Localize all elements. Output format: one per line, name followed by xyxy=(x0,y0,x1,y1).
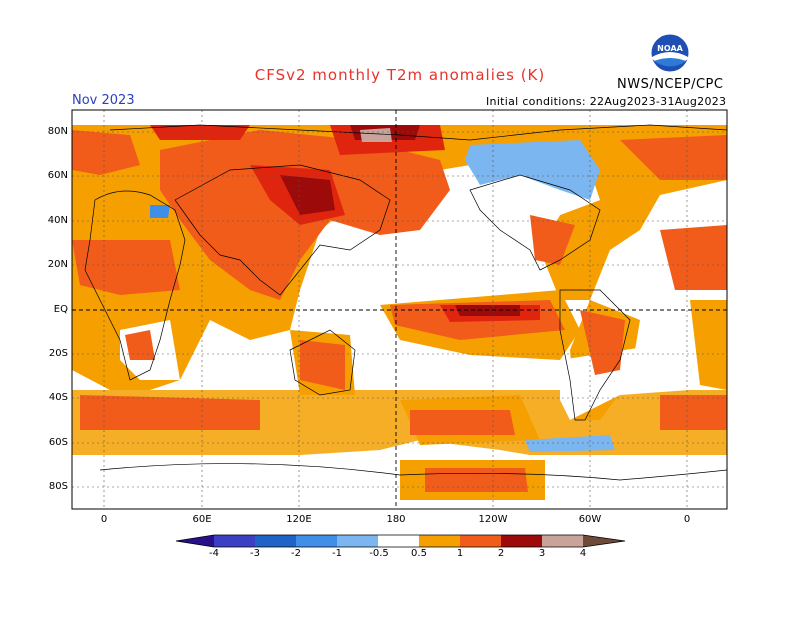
lon-label-0-east: 0 xyxy=(683,514,691,525)
colorbar-label: -1 xyxy=(332,548,342,559)
lat-label-60s: 60S xyxy=(48,437,68,448)
colorbar-label: 1 xyxy=(456,548,464,559)
noaa-logo: NOAA xyxy=(650,33,690,73)
colorbar-bin xyxy=(460,535,501,547)
colorbar-label: -4 xyxy=(209,548,219,559)
colorbar-label: -0.5 xyxy=(369,548,389,559)
colorbar-label: -3 xyxy=(250,548,260,559)
lat-label-80n: 80N xyxy=(47,126,68,137)
lat-label-60n: 60N xyxy=(47,170,68,181)
lon-label-0: 0 xyxy=(100,514,108,525)
map-frame xyxy=(71,109,728,510)
colorbar-label: 3 xyxy=(538,548,546,559)
lon-label-60e: 60E xyxy=(192,514,212,525)
colorbar-gt-4 xyxy=(583,535,625,547)
colorbar xyxy=(175,534,626,548)
grid-lines xyxy=(72,110,727,509)
colorbar-label: 4 xyxy=(579,548,587,559)
lat-label-20s: 20S xyxy=(48,348,68,359)
logo-text: NOAA xyxy=(657,44,683,53)
colorbar-bin xyxy=(378,535,419,547)
lat-label-40s: 40S xyxy=(48,392,68,403)
equator-dateline xyxy=(72,110,727,509)
colorbar-bin xyxy=(337,535,378,547)
colorbar-label: 0.5 xyxy=(411,548,427,559)
lat-label-eq: EQ xyxy=(53,304,68,315)
lat-label-80s: 80S xyxy=(48,481,68,492)
colorbar-label: 2 xyxy=(497,548,505,559)
lon-label-120e: 120E xyxy=(286,514,312,525)
lon-label-120w: 120W xyxy=(478,514,508,525)
lon-label-60w: 60W xyxy=(578,514,602,525)
colorbar-lt-4 xyxy=(176,535,214,547)
agency-label: NWS/NCEP/CPC xyxy=(617,77,724,92)
colorbar-bin xyxy=(255,535,296,547)
colorbar-bin xyxy=(214,535,255,547)
colorbar-label: -2 xyxy=(291,548,301,559)
lon-label-180: 180 xyxy=(386,514,406,525)
coastlines xyxy=(84,124,727,481)
map-title: CFSv2 monthly T2m anomalies (K) xyxy=(254,66,546,84)
lat-label-40n: 40N xyxy=(47,215,68,226)
colorbar-bin xyxy=(419,535,460,547)
initial-conditions: Initial conditions: 22Aug2023-31Aug2023 xyxy=(486,95,727,108)
forecast-month: Nov 2023 xyxy=(72,93,135,108)
colorbar-bin xyxy=(296,535,337,547)
lat-label-20n: 20N xyxy=(47,259,68,270)
anomaly-fields xyxy=(72,125,727,509)
